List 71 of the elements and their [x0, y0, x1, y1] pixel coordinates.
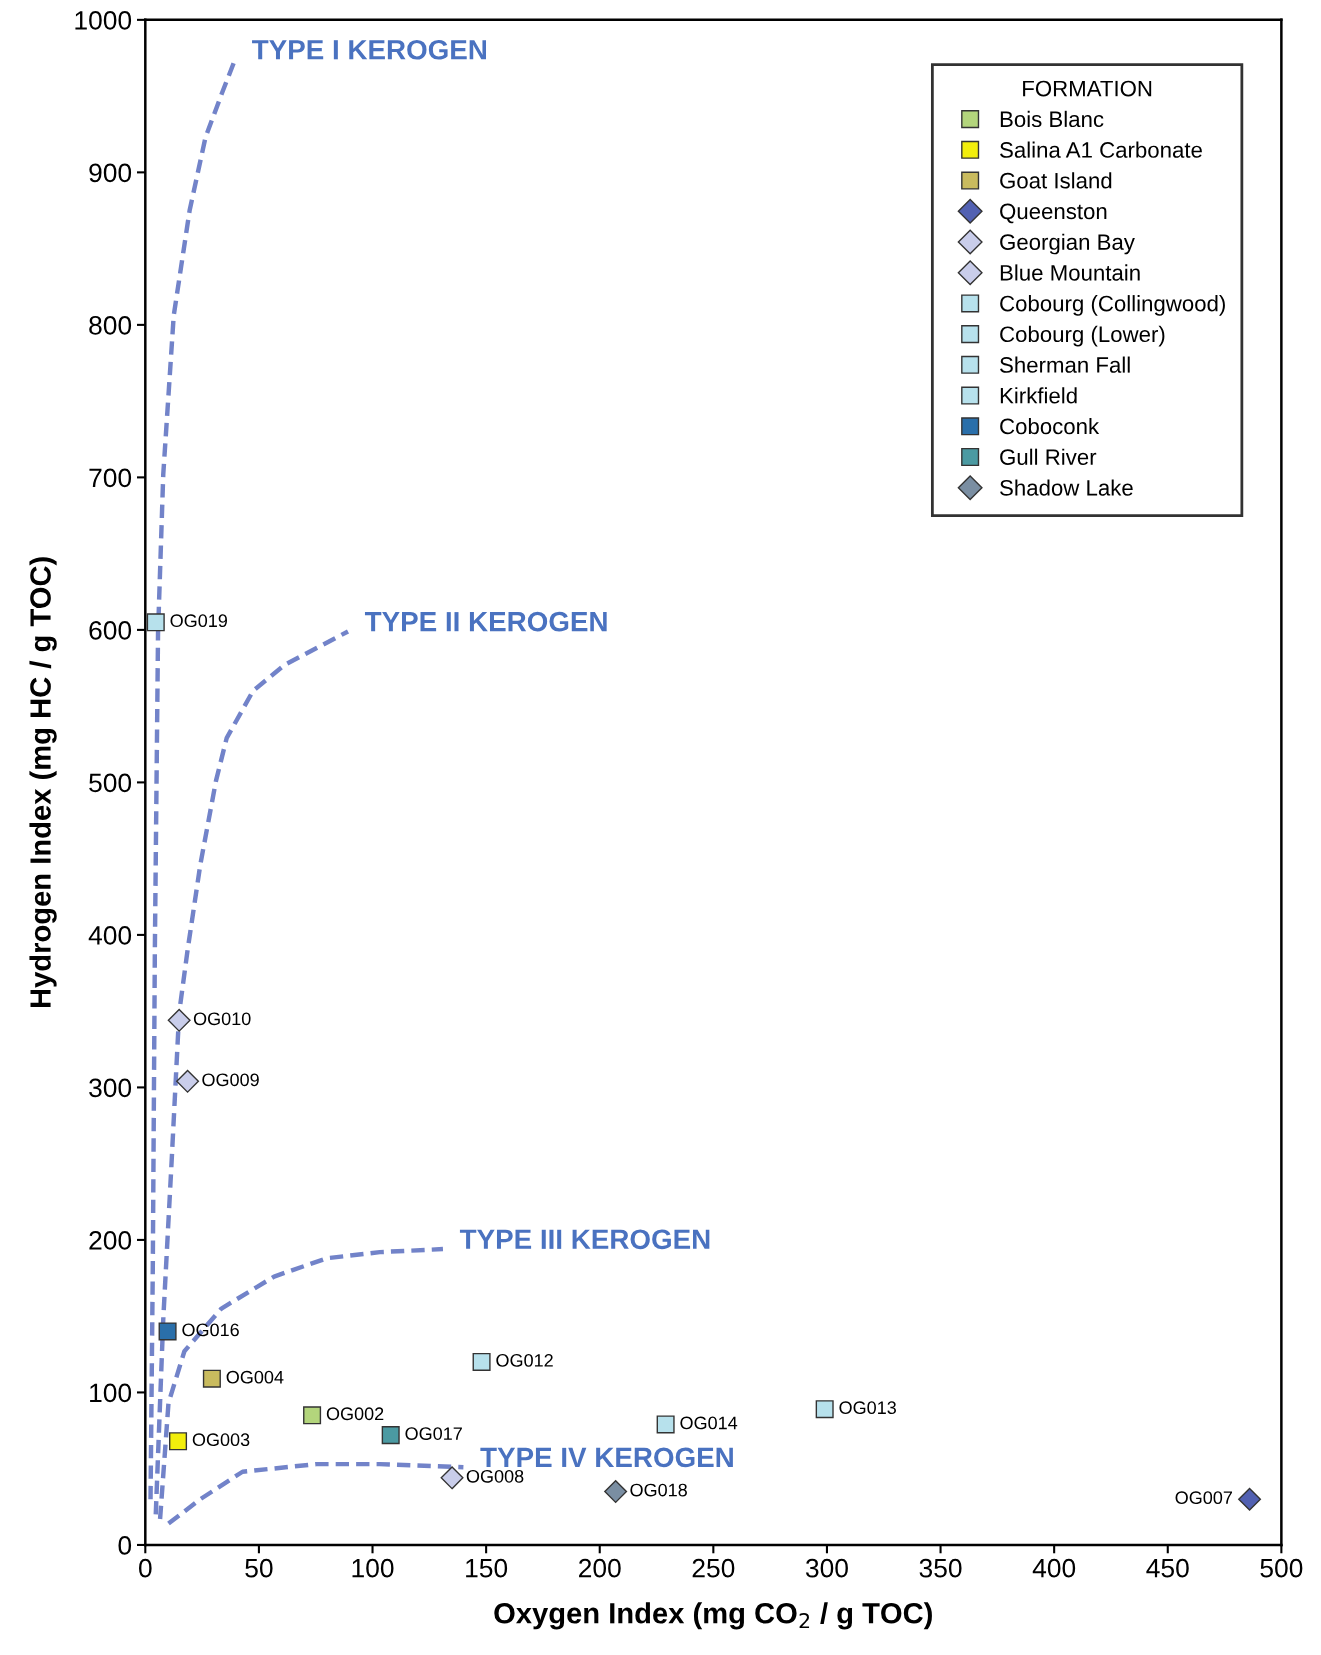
line-series [166, 1461, 466, 1526]
y-tick-label: 1000 [75, 10, 132, 30]
data-label: OG004 [226, 1370, 284, 1384]
legend-label: Queenston [1000, 203, 1107, 224]
data-label: OG014 [680, 1416, 738, 1430]
legend-label: Cobourg (Lower) [1000, 325, 1165, 347]
point [656, 1415, 675, 1434]
legend-label: Bois Blanc [1000, 110, 1104, 128]
x-tick-label: 250 [692, 1558, 735, 1578]
legend-label: Gull River [1000, 448, 1097, 465]
point [604, 1480, 628, 1504]
data-label: OG010 [193, 1012, 251, 1026]
x-tick-label: 300 [805, 1558, 848, 1578]
point [158, 1322, 177, 1341]
series-label: TYPE I KEROGEN [252, 39, 487, 60]
data-label: OG003 [192, 1433, 250, 1447]
point [202, 1369, 221, 1388]
x-tick-label: 200 [579, 1558, 621, 1578]
legend-label: Georgian Bay [1000, 233, 1135, 255]
y-axis-title: Hydrogen Index (mg HC / g TOC) [29, 557, 57, 1008]
x-tick-label: 150 [466, 1558, 508, 1578]
y-tick-label: 300 [89, 1078, 132, 1098]
legend-label: Coboconk [1000, 417, 1100, 435]
point [169, 1432, 188, 1451]
y-tick-label: 100 [90, 1383, 132, 1403]
legend-title: FORMATION [1023, 80, 1152, 97]
data-label: OG002 [326, 1407, 384, 1421]
point [381, 1426, 400, 1445]
x-tick-label: 400 [1032, 1558, 1076, 1578]
data-label: OG008 [466, 1469, 524, 1483]
point [176, 1069, 200, 1093]
data-label: OG009 [202, 1073, 259, 1087]
x-tick-label: 0 [139, 1558, 152, 1578]
legend-label: Kirkfield [1000, 387, 1077, 404]
series-label: TYPE III KEROGEN [459, 1229, 710, 1250]
data-label: OG016 [182, 1323, 239, 1337]
point [440, 1466, 464, 1490]
x-axis-title: Oxygen Index (mg CO$_{2}$ / g TOC) [494, 1602, 932, 1630]
point [1238, 1487, 1262, 1511]
point [815, 1400, 834, 1419]
legend-label: Salina A1 Carbonate [1000, 141, 1202, 158]
y-tick-label: 900 [89, 163, 132, 183]
y-tick-label: 700 [89, 468, 132, 488]
x-tick-label: 500 [1260, 1558, 1303, 1578]
y-tick-label: 0 [118, 1536, 132, 1555]
point [146, 613, 165, 632]
series-label: TYPE II KEROGEN [364, 611, 607, 632]
legend-label: Blue Mountain [1000, 264, 1140, 281]
y-tick-label: 200 [89, 1231, 132, 1250]
x-tick-label: 450 [1146, 1558, 1189, 1578]
x-tick-label: 350 [919, 1558, 962, 1578]
data-label: OG007 [1175, 1491, 1232, 1505]
data-label: OG013 [839, 1401, 896, 1415]
y-tick-label: 800 [89, 316, 132, 335]
x-tick-label: 100 [352, 1558, 394, 1578]
data-label: OG012 [496, 1353, 553, 1367]
y-tick-label: 400 [88, 926, 132, 945]
legend-label: Sherman Fall [1000, 356, 1130, 373]
data-label: OG017 [405, 1427, 462, 1440]
x-tick-label: 50 [245, 1558, 273, 1578]
point [472, 1352, 491, 1371]
series-label: TYPE IV KEROGEN [480, 1447, 733, 1468]
point [303, 1406, 322, 1425]
data-label: OG019 [170, 614, 228, 628]
y-tick-label: 500 [89, 773, 132, 793]
y-tick-label: 600 [89, 621, 132, 640]
point [167, 1008, 191, 1032]
legend-label: Shadow Lake [1000, 479, 1133, 496]
data-label: OG018 [630, 1483, 687, 1497]
legend-label: Goat Island [1000, 172, 1112, 189]
legend-label: Cobourg (Collingwood) [1000, 295, 1225, 316]
